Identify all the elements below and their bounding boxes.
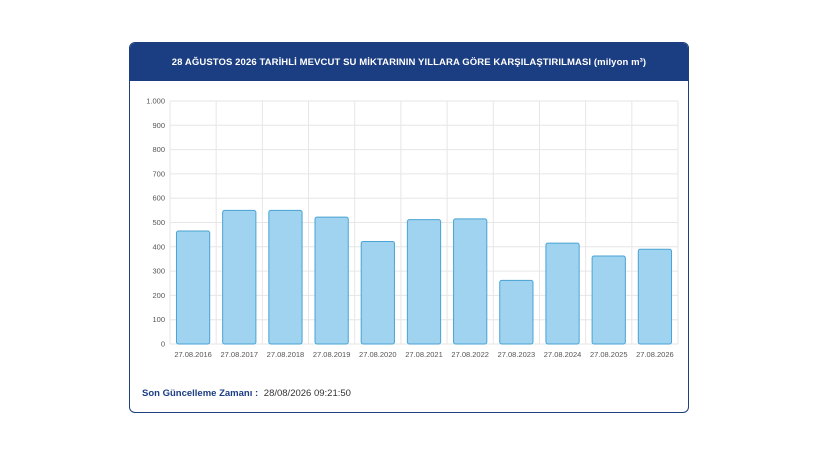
x-tick-label: 27.08.2016 [174,350,212,359]
x-tick-label: 27.08.2025 [590,350,628,359]
y-tick-label: 900 [152,121,165,130]
bar [314,216,349,345]
x-tick-label: 27.08.2020 [359,350,397,359]
bar [637,248,673,345]
y-tick-label: 200 [152,291,165,300]
bar [268,209,303,345]
y-tick-label: 800 [152,145,165,154]
bar [591,255,626,345]
bar-chart: 0 100 200 300 400 500 600 700 800 900 1.000 27.08.2… [146,97,679,359]
chart-card: 28 AĞUSTOS 2026 TARİHLİ MEVCUT SU MİKTAR… [129,42,689,413]
y-tick-label: 300 [152,267,165,276]
x-tick-label: 27.08.2026 [636,350,674,359]
x-tick-label: 27.08.2017 [220,350,258,359]
chart-area: 0 100 200 300 400 500 600 700 800 900 1.000 27.08.2… [130,81,688,371]
chart-title: 28 AĞUSTOS 2026 TARİHLİ MEVCUT SU MİKTAR… [130,43,688,81]
y-tick-label: 700 [152,169,165,178]
y-tick-label: 1.000 [146,97,165,106]
last-update-value: 28/08/2026 09:21:50 [263,388,351,399]
bar [406,219,442,345]
x-tick-label: 27.08.2019 [313,350,351,359]
last-update: Son Güncelleme Zamanı : 28/08/2026 09:21… [142,388,351,399]
y-tick-label: 600 [152,194,165,203]
bar [499,279,534,345]
bar [360,240,395,345]
y-tick-label: 100 [152,315,165,324]
x-tick-label: 27.08.2022 [451,350,489,359]
x-tick-label: 27.08.2018 [267,350,305,359]
bar [175,230,211,345]
x-tick-label: 27.08.2023 [498,350,536,359]
y-tick-label: 500 [152,218,165,227]
y-tick-label: 400 [152,242,165,251]
x-tick-label: 27.08.2021 [405,350,443,359]
y-tick-label: 0 [161,340,165,349]
bar [222,209,257,345]
x-tick-label: 27.08.2024 [544,350,582,359]
bar [545,242,580,345]
last-update-label: Son Güncelleme Zamanı : [142,388,259,399]
bar [453,218,488,345]
